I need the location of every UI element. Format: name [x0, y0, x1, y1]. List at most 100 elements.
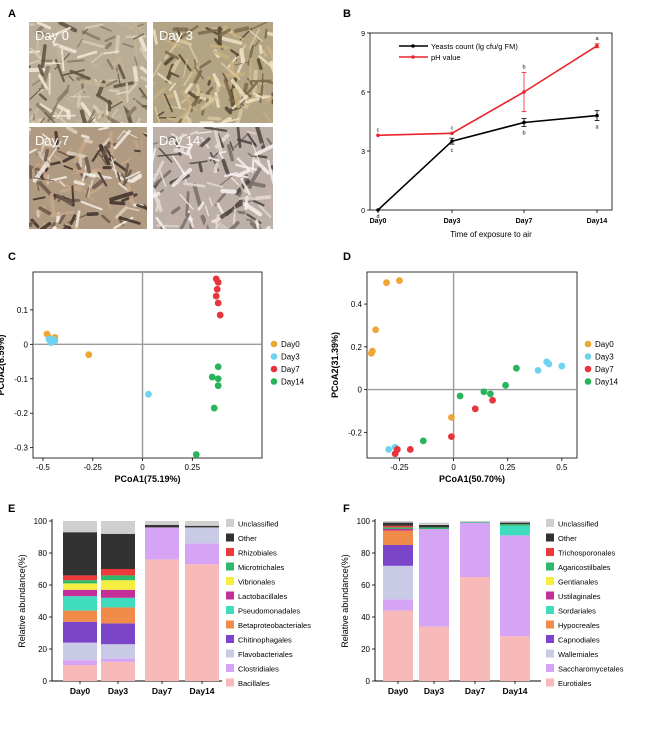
legend-label: Bacillales: [238, 679, 270, 688]
bar-segment: [63, 532, 97, 576]
bar-segment: [101, 575, 135, 581]
legend-label: Yeasts count (lg cfu/g FM): [431, 42, 518, 51]
silage-fragment: [102, 109, 108, 123]
legend-label: Rhizobiales: [238, 549, 277, 558]
bar-segment: [145, 525, 179, 528]
x-tick-label: Day0: [370, 218, 387, 225]
silage-fragment: [222, 72, 229, 83]
bar-segment: [101, 533, 135, 569]
silage-fragment: [195, 84, 201, 93]
silage-fragment: [76, 94, 82, 108]
silage-fragment: [230, 176, 247, 193]
data-point: [145, 390, 152, 398]
silage-fragment: [117, 64, 126, 80]
bar-segment: [145, 527, 179, 560]
legend-marker: [411, 44, 415, 48]
silage-fragment: [29, 47, 42, 60]
silage-fragment: [163, 55, 175, 66]
bar-segment: [145, 559, 179, 681]
silage-fragment: [198, 60, 212, 69]
significance-letter: c: [377, 127, 380, 133]
bar-segment: [500, 521, 530, 523]
legend-label: Day14: [595, 378, 619, 387]
silage-fragment: [194, 96, 200, 106]
data-point: [487, 390, 494, 398]
silage-fragment: [237, 179, 246, 195]
silage-fragment: [224, 171, 238, 178]
legend-label: Sordariales: [558, 607, 596, 616]
legend-marker: [584, 353, 592, 360]
y-tick-label: 60: [361, 581, 370, 590]
silage-fragment: [244, 195, 249, 210]
bar-segment: [101, 521, 135, 534]
data-point: [216, 311, 224, 319]
legend-marker: [270, 378, 278, 385]
bar-segment: [383, 525, 413, 528]
significance-letter: a: [595, 36, 599, 42]
silage-fragment: [250, 21, 268, 31]
bar-segment: [101, 623, 135, 645]
silage-fragment: [236, 168, 251, 178]
data-point: [448, 433, 455, 441]
silage-fragment: [253, 144, 275, 157]
data-point: [522, 120, 526, 125]
bar-segment: [101, 580, 135, 590]
silage-fragment: [175, 144, 191, 149]
bar-segment: [63, 665, 97, 681]
x-tick-label: 0: [140, 463, 145, 472]
legend-swatch: [546, 591, 554, 600]
silage-fragment: [232, 210, 246, 215]
silage-fragment: [260, 204, 268, 212]
legend-marker: [584, 340, 592, 348]
data-point: [208, 373, 216, 381]
bar-segment: [63, 660, 97, 665]
x-tick-label: Day3: [108, 686, 129, 696]
legend-label: Capnodiales: [558, 636, 600, 645]
silage-fragment: [113, 81, 134, 89]
panel-letter-e: E: [8, 503, 15, 515]
legend-swatch: [226, 533, 234, 542]
silage-fragment: [171, 167, 193, 188]
legend-swatch: [546, 577, 554, 585]
legend-swatch: [546, 606, 554, 614]
silage-fragment: [110, 101, 123, 109]
silage-fragment: [115, 65, 121, 87]
silage-fragment: [183, 71, 193, 87]
silage-fragment: [233, 26, 250, 33]
legend-marker: [270, 353, 278, 360]
x-tick-label: Day7: [465, 686, 486, 696]
silage-fragment: [126, 82, 138, 95]
silage-fragment: [222, 116, 232, 124]
chart-f: 0 20 40 60 80 100 Relative abundance(%) Day0 Day…: [340, 517, 624, 696]
silage-fragment: [247, 195, 272, 201]
silage-fragment: [68, 75, 75, 82]
silage-fragment: [184, 82, 193, 94]
silage-fragment: [120, 158, 131, 165]
legend-swatch: [546, 533, 554, 542]
silage-fragment: [196, 131, 212, 135]
data-point: [448, 413, 455, 421]
silage-fragment: [54, 130, 60, 150]
bar-segment: [185, 527, 219, 544]
silage-fragment: [166, 116, 181, 123]
silage-fragment: [226, 144, 235, 162]
bar-segment: [419, 522, 449, 525]
silage-fragment: [213, 126, 223, 153]
silage-fragment: [157, 153, 181, 157]
bar-segment: [63, 596, 97, 611]
silage-fragment: [49, 192, 56, 218]
silage-fragment: [214, 91, 220, 108]
silage-fragment: [138, 37, 148, 52]
silage-fragment: [170, 206, 181, 215]
silage-fragment: [72, 88, 86, 98]
chart-e: 0 20 40 60 80 100 Relative abundance(%) Day0 Day…: [17, 517, 311, 696]
data-point: [192, 451, 200, 458]
silage-fragment: [174, 37, 193, 46]
bar-segment: [500, 636, 530, 681]
data-point: [406, 446, 414, 453]
silage-fragment: [164, 135, 177, 142]
silage-fragment: [247, 165, 263, 188]
silage-fragment: [97, 170, 108, 187]
data-point: [47, 339, 55, 347]
y-axis-label: PCoA2(31.39%): [330, 332, 340, 398]
